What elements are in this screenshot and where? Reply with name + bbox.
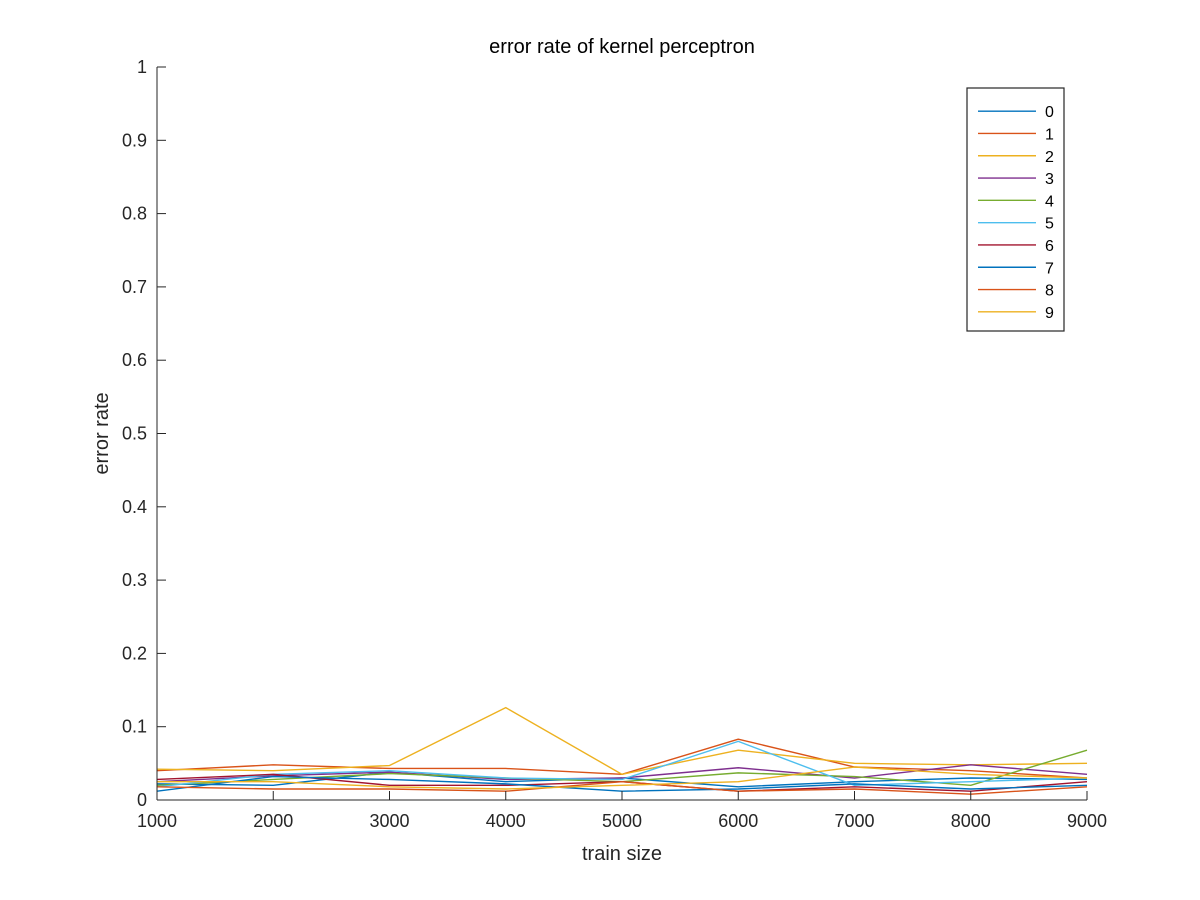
x-tick-label: 9000 <box>1067 811 1107 831</box>
x-tick-label: 4000 <box>486 811 526 831</box>
legend-label-5: 5 <box>1045 216 1054 233</box>
legend-label-9: 9 <box>1045 305 1054 322</box>
x-tick-label: 7000 <box>834 811 874 831</box>
legend-label-6: 6 <box>1045 238 1054 255</box>
y-tick-label: 0 <box>137 790 147 810</box>
series-line-9 <box>157 766 1088 790</box>
chart-title: error rate of kernel perceptron <box>489 36 755 58</box>
legend-label-8: 8 <box>1045 283 1054 300</box>
x-tick-label: 6000 <box>718 811 758 831</box>
legend: 0 1 2 3 4 5 6 7 8 9 <box>966 87 1065 332</box>
y-tick-label: 1 <box>137 57 147 77</box>
x-axis-label: train size <box>582 843 662 865</box>
y-tick-label: 0.6 <box>122 350 147 370</box>
series-line-5 <box>156 740 1088 788</box>
y-tick-label: 0.8 <box>122 204 147 224</box>
x-tick-label: 2000 <box>253 811 293 831</box>
series-line-2 <box>156 706 1088 776</box>
x-tick-label: 3000 <box>369 811 409 831</box>
x-tick-label: 5000 <box>602 811 642 831</box>
y-tick-label: 0.3 <box>122 570 147 590</box>
y-axis-label: error rate <box>91 392 113 474</box>
x-tick-label: 8000 <box>951 811 991 831</box>
y-tick-label: 0.5 <box>122 424 147 444</box>
y-tick-label: 0.2 <box>122 643 147 663</box>
y-tick-label: 0.9 <box>122 130 147 150</box>
y-tick-label: 0.7 <box>122 277 147 297</box>
legend-label-0: 0 <box>1045 104 1054 121</box>
y-tick-label: 0.4 <box>122 497 147 517</box>
y-tick-label: 0.1 <box>122 717 147 737</box>
legend-box <box>966 87 1065 332</box>
legend-label-7: 7 <box>1045 260 1054 277</box>
series-line-3 <box>156 764 1088 783</box>
legend-label-4: 4 <box>1045 193 1054 210</box>
legend-label-3: 3 <box>1045 171 1054 188</box>
legend-label-1: 1 <box>1045 126 1054 143</box>
series-line-8 <box>156 780 1088 795</box>
x-tick-label: 1000 <box>137 811 177 831</box>
legend-label-2: 2 <box>1045 149 1054 166</box>
